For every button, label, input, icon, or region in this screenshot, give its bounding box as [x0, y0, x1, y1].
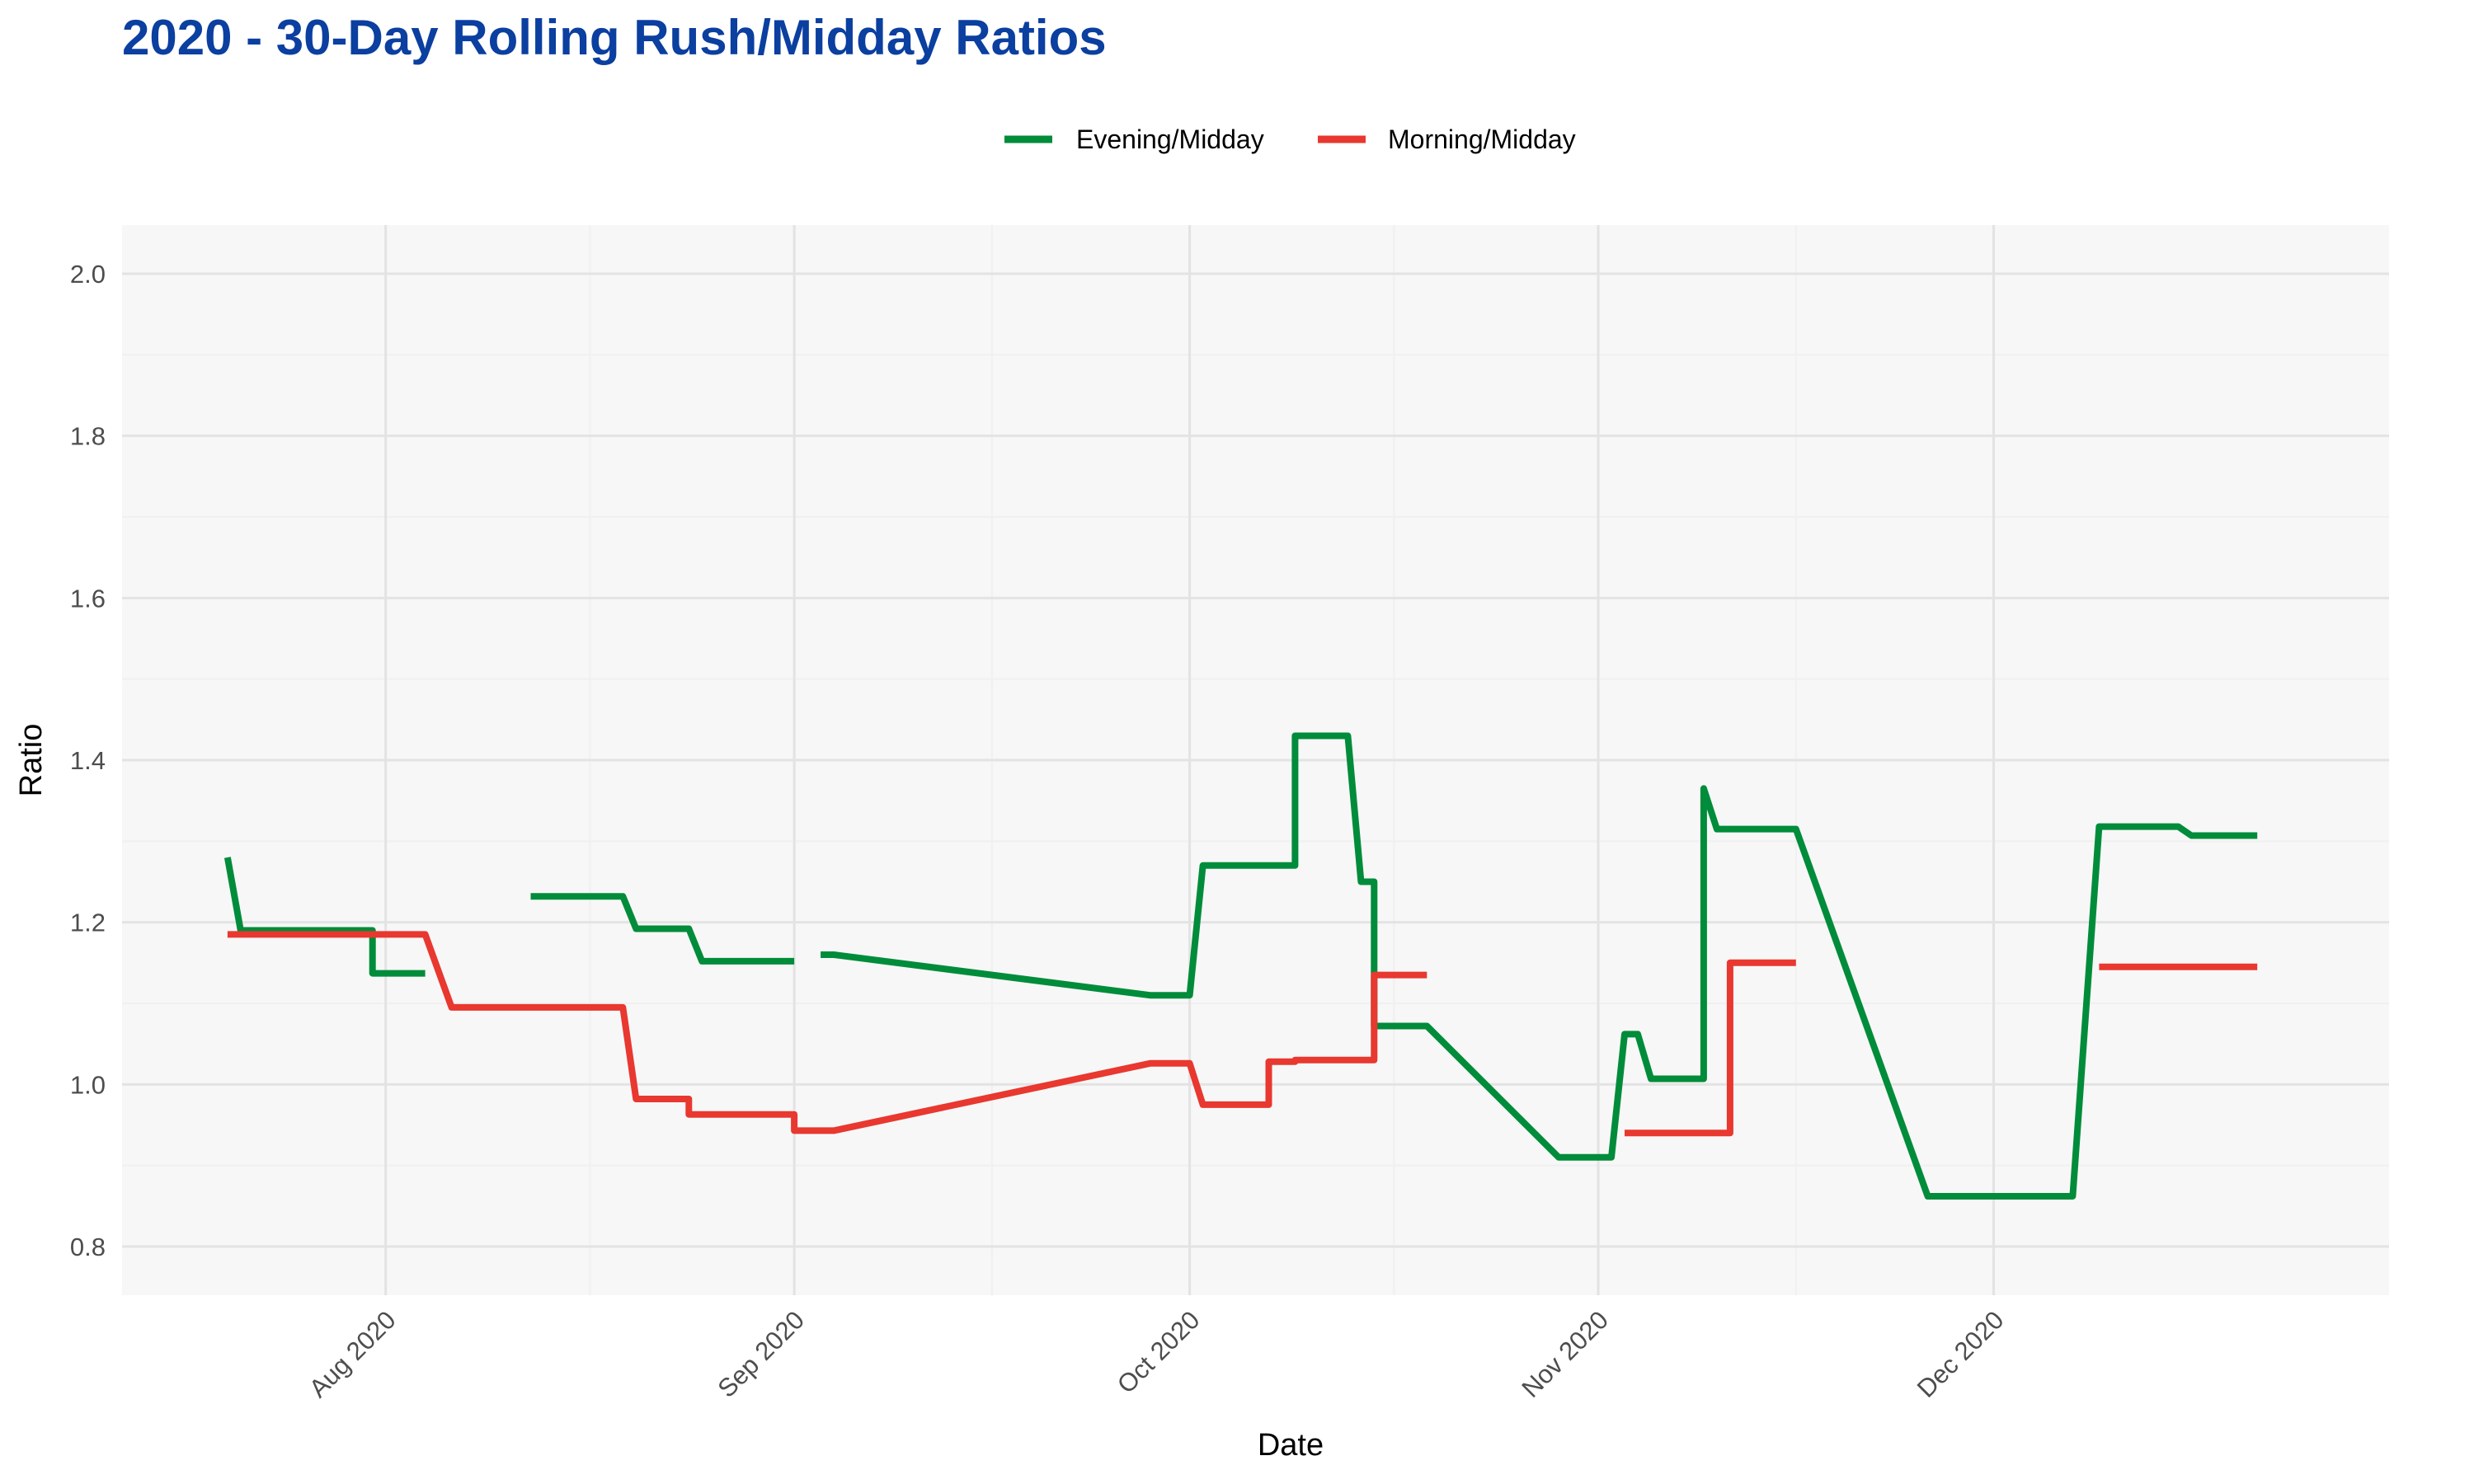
series-line: [821, 732, 2258, 1200]
x-tick-label: Nov 2020: [1516, 1305, 1614, 1403]
x-tick-label: Dec 2020: [1912, 1305, 2010, 1403]
y-tick-label: 1.6: [70, 584, 106, 613]
y-tick-label: 1.8: [70, 422, 106, 451]
y-axis-label: Ratio: [14, 724, 49, 797]
x-tick-label: Sep 2020: [712, 1305, 810, 1403]
y-tick-label: 0.8: [70, 1233, 106, 1261]
series-evening-midday: [223, 732, 2258, 1200]
y-tick-label: 1.2: [70, 909, 106, 937]
y-tick-label: 2.0: [70, 260, 106, 289]
x-tick-label: Oct 2020: [1112, 1305, 1206, 1399]
legend-label: Evening/Midday: [1076, 124, 1264, 154]
legend: Evening/Midday Morning/Midday: [1004, 124, 1576, 154]
y-tick-label: 1.0: [70, 1070, 106, 1099]
series-line: [1625, 959, 1796, 1137]
series-layer: [223, 732, 2258, 1200]
legend-label: Morning/Midday: [1388, 124, 1576, 154]
series-line: [227, 931, 1427, 1134]
series-line: [223, 857, 426, 977]
grid: [122, 225, 2389, 1295]
x-tick-label: Aug 2020: [303, 1305, 402, 1403]
x-axis-label: Date: [1258, 1428, 1324, 1463]
chart-title: 2020 - 30-Day Rolling Rush/Midday Ratios: [122, 10, 1107, 65]
series-morning-midday: [227, 931, 2258, 1137]
series-line: [530, 893, 795, 965]
y-tick-label: 1.4: [70, 746, 106, 775]
